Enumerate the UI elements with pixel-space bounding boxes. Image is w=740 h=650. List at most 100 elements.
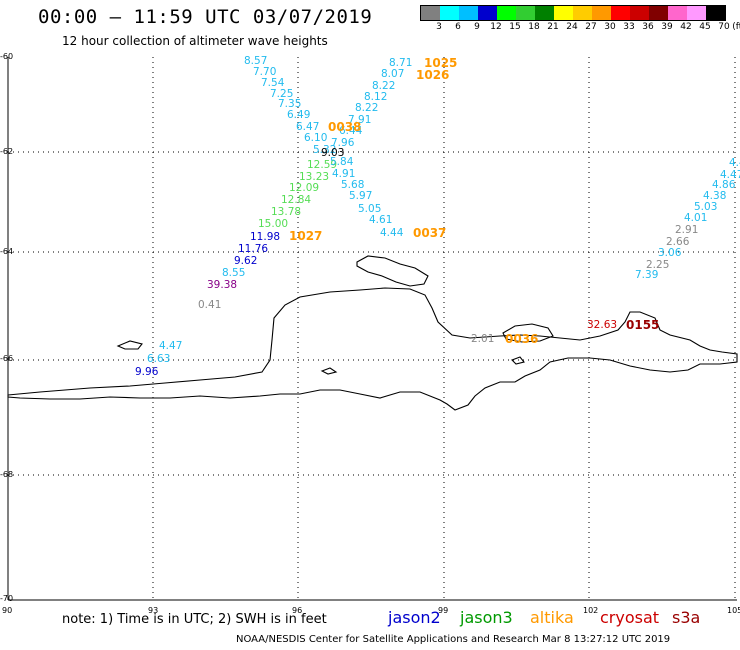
antarctic-coastline [7,255,738,411]
pass-time-label: 0037 [413,226,447,240]
wave-height-label: 6.47 [296,121,320,133]
legend-tick-label: 24 [566,22,578,32]
map-title: 00:00 – 11:59 UTC 03/07/2019 [38,6,373,28]
wave-height-label: 5.32 [313,144,337,156]
wave-height-label: 2.01 [471,333,495,345]
legend-swatch [516,6,535,20]
wave-height-label: 15.00 [258,218,289,230]
wave-height-label: 13.78 [271,206,302,218]
wave-height-label: 6.49 [287,109,311,121]
wave-height-label: 0.41 [198,299,222,311]
latitude-label: -66 [0,354,14,363]
legend-tick-label: 12 [490,22,502,32]
wave-height-label: 5.97 [349,190,373,202]
wave-height-label: 8.57 [244,55,268,67]
legend-swatch [535,6,554,20]
wave-height-label: 6.63 [147,353,171,365]
legend-swatch [573,6,592,20]
wave-height-label: 4.91 [332,168,356,180]
longitude-label: 96 [292,606,303,615]
legend-tick-label: 70 [718,22,730,32]
graticule [8,57,737,600]
wave-height-label: 3.06 [658,247,682,259]
wave-height-label: 9.62 [234,255,258,267]
latitude-label: -62 [0,147,14,156]
wave-height-label: 12.84 [281,194,312,206]
wave-height-label: 2.91 [675,224,699,236]
legend-tick-label: 18 [528,22,540,32]
wave-height-label: 7.35 [278,98,302,110]
legend-swatch [649,6,668,20]
pass-time-label: 1027 [289,229,323,243]
satellite-legend-altika: altika [530,608,574,627]
legend-swatch [668,6,687,20]
legend-swatch [478,6,497,20]
legend-swatch [459,6,478,20]
map-subtitle: 12 hour collection of altimeter wave hei… [62,34,328,48]
pass-time-label: 1025 [424,56,458,70]
wave-height-label: 12.59 [307,159,338,171]
wave-height-label: 7.25 [270,88,294,100]
legend-tick-label: 6 [455,22,461,32]
wave-height-label: 5.68 [341,179,365,191]
legend-swatch [421,6,440,20]
legend-tick-label: 36 [642,22,654,32]
legend-swatch [630,6,649,20]
legend-swatch [592,6,611,20]
longitude-label: 90 [2,606,13,615]
wave-height-label: 7.96 [331,137,355,149]
legend-swatch [497,6,516,20]
satellite-legend-jason2: jason2 [388,608,441,627]
satellite-legend-cryosat: cryosat [600,608,660,627]
wave-height-label: 12.09 [289,182,320,194]
pass-time-label: 0038 [328,120,362,134]
wave-height-label: 9.03 [321,147,345,159]
wave-height-label: 5.84 [330,156,354,168]
legend-unit: (ft) [732,22,740,32]
wave-height-label: 8.22 [372,80,396,92]
wave-height-label: 6.10 [304,132,328,144]
wave-height-label: 7.70 [253,66,277,78]
legend-swatch [611,6,630,20]
wave-height-label: 7.91 [348,114,372,126]
legend-tick-label: 21 [547,22,559,32]
legend-tick-label: 30 [604,22,616,32]
wave-height-label: 2.66 [666,236,690,248]
longitude-label: 99 [438,606,449,615]
longitude-label: 102 [583,606,599,615]
legend-swatch [706,6,725,20]
legend-swatch [554,6,573,20]
longitude-label: 105 [727,606,740,615]
wave-height-label: 9.96 [135,366,159,378]
legend-swatch [440,6,459,20]
satellite-legend-jason3: jason3 [460,608,513,627]
wave-height-label: 4.44 [380,227,404,239]
legend-tick-label: 3 [436,22,442,32]
wave-height-label: 2.25 [646,259,670,271]
wave-height-label: 8.12 [364,91,388,103]
latitude-label: -64 [0,247,14,256]
wave-height-label: 4.01 [684,212,708,224]
wave-height-color-legend [420,5,726,21]
wave-height-label: 6.44 [339,125,363,137]
wave-height-label: 5.05 [358,203,382,215]
legend-tick-label: 15 [509,22,521,32]
wave-height-label: 4.47 [720,169,740,181]
satellite-legend-s3a: s3a [672,608,701,627]
wave-height-label: 11.98 [250,231,281,243]
pass-time-label: 0155 [626,318,660,332]
legend-swatch [687,6,706,20]
wave-height-label: 32.63 [587,319,618,331]
pass-time-label: 0036 [505,332,539,346]
wave-height-label: 13.23 [299,171,330,183]
legend-tick-label: 39 [661,22,673,32]
legend-tick-label: 42 [680,22,692,32]
wave-height-label: 7.39 [635,269,659,281]
wave-height-label: 8.07 [381,68,405,80]
legend-tick-label: 33 [623,22,635,32]
wave-height-label: 8.22 [355,102,379,114]
wave-height-label: 7.54 [261,77,285,89]
pass-time-label: 1026 [416,68,450,82]
